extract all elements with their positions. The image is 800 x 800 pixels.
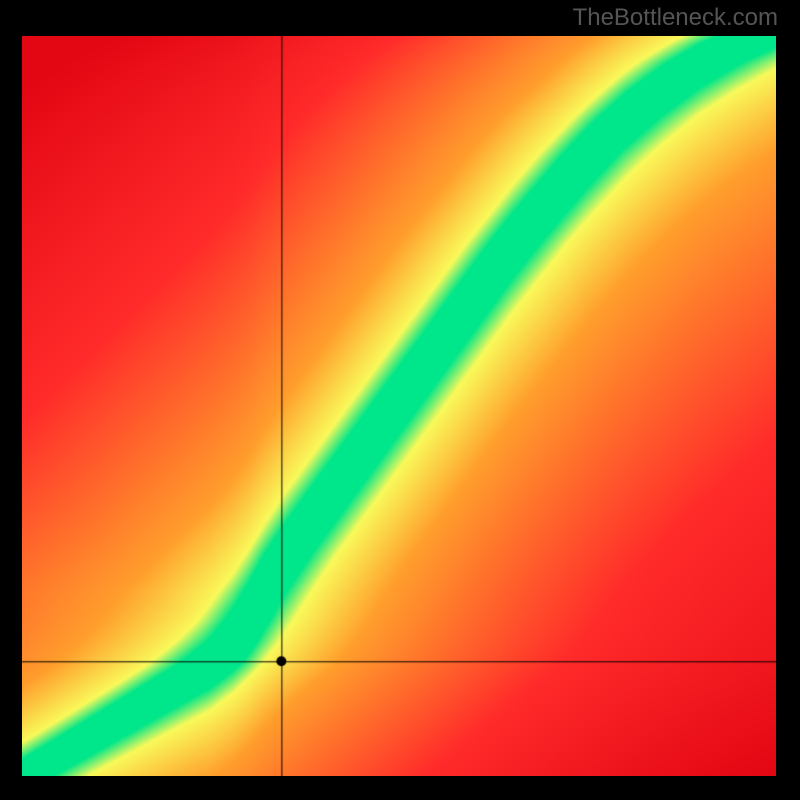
page-container: TheBottleneck.com [0, 0, 800, 800]
heatmap-plot [22, 36, 776, 776]
heatmap-canvas [22, 36, 776, 776]
watermark-text: TheBottleneck.com [573, 4, 778, 32]
